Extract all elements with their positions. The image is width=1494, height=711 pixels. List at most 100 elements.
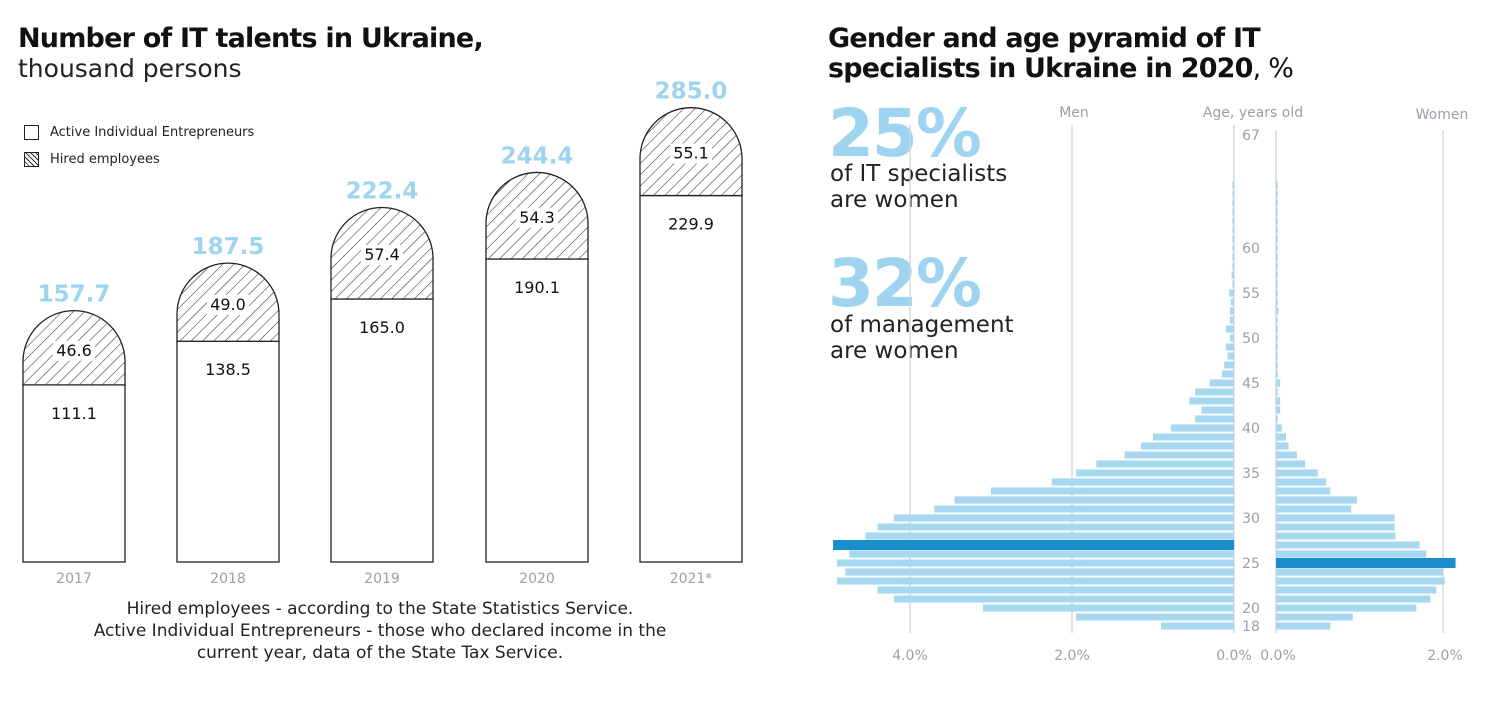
bar-women — [1276, 460, 1306, 468]
bar-entrepreneurs — [639, 194, 743, 563]
bar-men — [1225, 343, 1234, 351]
bar-women — [1276, 217, 1278, 225]
bar-women — [1276, 451, 1297, 459]
bar-women — [1276, 442, 1289, 450]
pyramid-label-women: Women — [1416, 107, 1469, 123]
age-tick-label: 18 — [1242, 619, 1260, 635]
bar-men — [954, 496, 1234, 504]
label-total: 244.4 — [501, 143, 574, 169]
stat-management-share: 32% — [828, 245, 982, 322]
bar-women — [1276, 505, 1352, 513]
bar-men — [1232, 253, 1234, 261]
stat-women-caption-2: are women — [830, 187, 959, 213]
bar-women — [1276, 514, 1395, 522]
bar-men — [1161, 622, 1234, 630]
age-tick-label: 45 — [1242, 376, 1260, 392]
bar-men — [991, 487, 1234, 495]
bar-entrepreneurs — [330, 298, 434, 563]
bar-women — [1276, 433, 1287, 441]
bar-men — [1232, 226, 1234, 234]
bar-men — [837, 577, 1234, 585]
label-total: 222.4 — [346, 178, 419, 204]
bar-women — [1276, 541, 1420, 549]
age-tick-label: 30 — [1242, 511, 1260, 527]
bar-women — [1276, 577, 1445, 585]
bar-women — [1276, 550, 1427, 558]
bar-men — [849, 550, 1234, 558]
label-entrepreneurs: 190.1 — [514, 278, 560, 297]
year-tick-label: 2021* — [670, 571, 713, 587]
label-hired-background — [516, 207, 558, 228]
bar-men — [1232, 190, 1234, 198]
age-tick-label: 67 — [1242, 128, 1260, 144]
bar-women — [1276, 226, 1278, 234]
legend-item-entrepreneurs: Active Individual Entrepreneurs — [24, 119, 254, 146]
bar-women — [1276, 244, 1278, 252]
year-tick-label: 2020 — [519, 571, 555, 587]
bar-men — [1124, 451, 1234, 459]
label-hired-background — [361, 244, 403, 265]
label-hired-background — [670, 143, 712, 164]
bar-men — [877, 523, 1234, 531]
bar-women — [1276, 622, 1331, 630]
bar-women — [1276, 397, 1281, 405]
bar-men — [1230, 298, 1234, 306]
age-tick-label: 50 — [1242, 331, 1260, 347]
bar-women — [1276, 469, 1318, 477]
bar-women — [1276, 595, 1431, 603]
bar-women — [1276, 523, 1395, 531]
stat-women-caption-1: of IT specialists — [830, 161, 1008, 187]
bar-men — [865, 532, 1234, 540]
bar-men — [934, 505, 1234, 513]
year-tick-label: 2018 — [210, 571, 246, 587]
label-hired: 55.1 — [673, 144, 709, 163]
bar-men — [877, 586, 1234, 594]
age-tick-label: 20 — [1242, 601, 1260, 617]
bar-entrepreneurs — [176, 340, 280, 563]
label-hired: 49.0 — [210, 295, 246, 314]
bar-men — [1051, 478, 1234, 486]
bar-women — [1276, 352, 1278, 360]
bar-women — [1276, 361, 1278, 369]
bar-men — [1195, 388, 1234, 396]
bar-men — [1232, 208, 1234, 216]
bar-women — [1276, 604, 1417, 612]
source-note-line: current year, data of the State Tax Serv… — [196, 643, 564, 663]
stat-management-caption-1: of management — [830, 312, 1014, 338]
bar-men — [1189, 397, 1234, 405]
bar-men — [893, 595, 1234, 603]
stat-management-caption-2: are women — [830, 338, 959, 364]
men-axis-tick-label: 0.0% — [1216, 648, 1252, 664]
age-tick-label: 40 — [1242, 421, 1260, 437]
bar-men — [1227, 352, 1234, 360]
bar-women — [1276, 343, 1278, 351]
right-chart-title-unit: , % — [1252, 53, 1294, 84]
label-hired-background — [53, 340, 95, 361]
bar-men — [1096, 460, 1234, 468]
pyramid-label-men: Men — [1059, 105, 1089, 121]
bar-men — [1209, 379, 1234, 387]
year-tick-label: 2017 — [56, 571, 92, 587]
bar-men — [1229, 289, 1234, 297]
bar-men — [1231, 271, 1234, 279]
men-axis-tick-label: 2.0% — [1054, 648, 1090, 664]
bar-men — [1232, 181, 1234, 189]
bar-men — [1229, 316, 1234, 324]
label-hired: 46.6 — [56, 341, 92, 360]
left-bar-chart: 111.1 46.6 157.7 2017 138.5 49.0 187.5 2018 165.… — [22, 79, 743, 587]
right-chart-title: Gender and age pyramid of IT — [828, 23, 1261, 54]
bar-men — [1076, 613, 1234, 621]
label-total: 187.5 — [192, 234, 265, 260]
label-entrepreneurs: 229.9 — [668, 215, 714, 234]
bar-women — [1276, 235, 1278, 243]
label-entrepreneurs: 165.0 — [359, 318, 405, 337]
source-note-line: Hired employees - according to the State… — [126, 599, 634, 619]
bar-men — [1076, 469, 1234, 477]
bar-women — [1276, 208, 1278, 216]
bar-men — [1170, 424, 1234, 432]
bar-men — [1232, 235, 1234, 243]
bar-women — [1276, 316, 1278, 324]
bar-men — [1232, 244, 1234, 252]
bar-women — [1276, 415, 1278, 423]
